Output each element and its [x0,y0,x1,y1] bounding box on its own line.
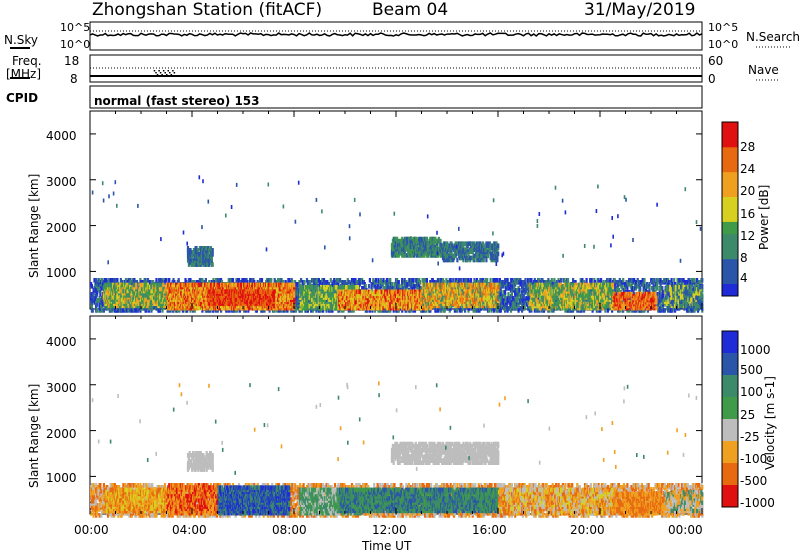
nave-dip-point [155,72,157,74]
heatmap-cell [507,292,509,297]
heatmap-cell [648,282,650,287]
heatmap-cell [95,278,97,283]
heatmap-cell [643,278,645,283]
heatmap-cell [295,308,297,313]
heatmap-cell [452,278,454,283]
heatmap-cell [161,308,163,313]
heatmap-cell [155,278,157,283]
heatmap-cell [490,278,492,283]
heatmap-cell [470,278,472,283]
nave-dip-point [154,70,156,72]
heatmap-cell [232,278,234,283]
heatmap-cell [91,284,93,289]
heatmap-cell [507,278,509,283]
heatmap-cell [96,302,98,307]
heatmap-cell [500,308,502,313]
heatmap-cell [661,286,663,291]
heatmap-cell [168,278,170,283]
nave-dip-point [158,70,160,72]
heatmap-cell [389,278,391,283]
heatmap-cell [103,308,105,313]
heatmap-cell [518,288,520,293]
heatmap-cell [91,304,93,309]
heatmap-cell [205,278,207,283]
nave-dip-point [157,74,159,76]
heatmap-cell [524,278,526,283]
nsky-line [90,33,702,36]
heatmap-cell [369,278,371,283]
heatmap-cell [609,278,611,283]
heatmap-cell [664,308,666,313]
heatmap-cell [639,286,641,291]
heatmap-cell [671,278,673,283]
heatmap-cell [500,288,502,293]
heatmap-cell [399,284,401,289]
nsky-series [90,31,702,36]
heatmap-cell [391,282,393,287]
heatmap-cell [591,278,593,283]
heatmap-cell [368,284,370,289]
nave-dip-point [164,72,166,74]
heatmap-cell [419,280,421,285]
heatmap-cell [365,284,367,289]
heatmap-cell [92,308,94,313]
nave-dip-point [169,72,171,74]
heatmap-cell [604,308,606,313]
heatmap-cell [165,278,167,283]
nave-dip-point [172,70,174,72]
rti-plot-canvas [0,0,800,554]
heatmap-cell [673,278,675,283]
heatmap-cell [450,278,452,283]
heatmap-cell [486,278,488,283]
heatmap-cell [261,278,263,283]
heatmap-cell [398,280,400,285]
heatmap-cell [600,278,602,283]
heatmap-cell [116,278,118,283]
heatmap-cell [656,282,658,287]
freq-series [90,68,702,76]
heatmap-cell [96,308,98,313]
nave-dip-point [161,74,163,76]
heatmap-cell [464,308,466,313]
heatmap-cell [523,294,525,299]
heatmap-cell [656,286,658,291]
heatmap-cell [560,278,562,283]
heatmap-cell [553,278,555,283]
heatmap-cell [303,280,305,285]
heatmap-cell [412,278,414,283]
heatmap-cell [567,278,569,283]
heatmap-cell [270,278,272,283]
nave-dip-point [163,70,165,72]
cpid-panel-frame [90,86,702,108]
nave-dip-point [171,74,173,76]
heatmap-cell [496,278,498,283]
heatmap-cell [586,278,588,283]
heatmap-cell [694,278,696,283]
heatmap-cell [460,278,462,283]
heatmap-cell [99,290,101,295]
heatmap-cell [386,278,388,283]
nave-dip-point [160,72,162,74]
heatmap-cell [551,278,553,283]
heatmap-cell [375,278,377,283]
heatmap-cell [621,284,623,289]
heatmap-cell [178,278,180,283]
heatmap-cell [622,278,624,283]
heatmap-cell [426,278,428,283]
heatmap-cell [504,290,506,295]
nave-dip-point [174,72,176,74]
heatmap-cell [330,278,332,283]
heatmap-cell [530,278,532,283]
heatmap-cell [654,278,656,283]
nave-dip-point [166,74,168,76]
heatmap-cell [456,308,458,313]
nave-dip-point [168,70,170,72]
